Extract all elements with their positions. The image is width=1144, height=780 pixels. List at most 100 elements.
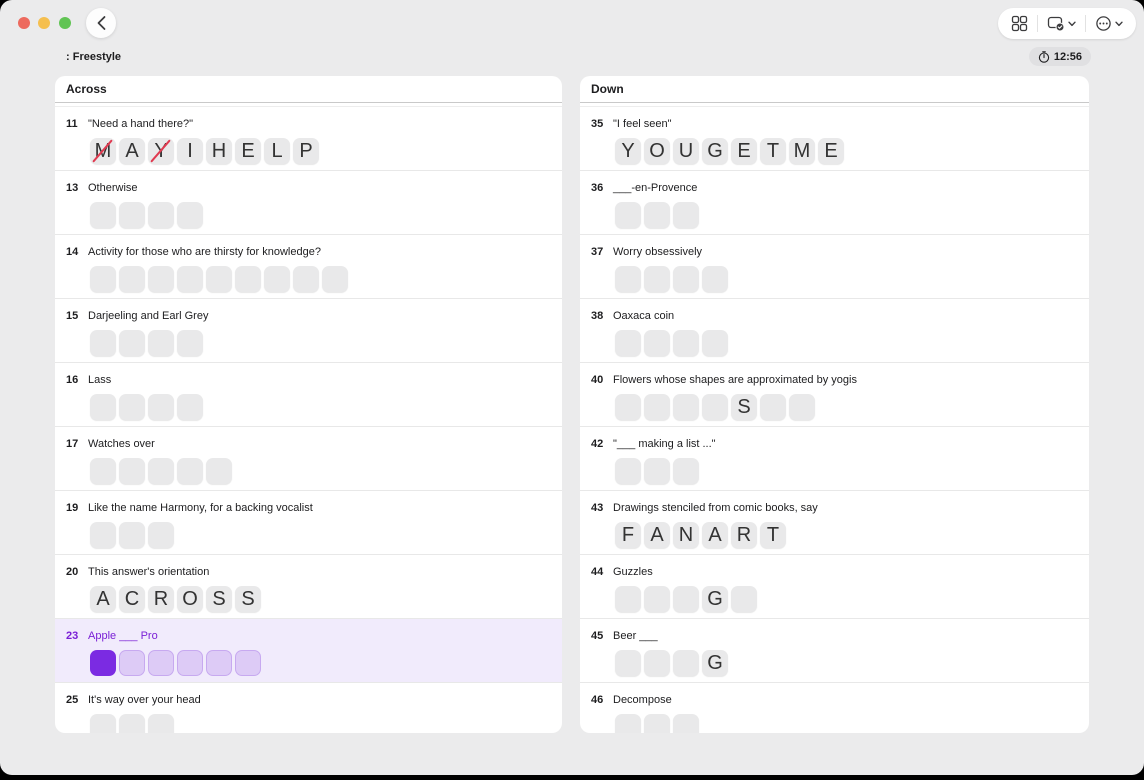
answer-cell[interactable] [264,266,290,292]
clue-row[interactable]: 14 Activity for those who are thirsty for… [55,235,562,299]
answer-cell[interactable] [90,650,116,676]
answer-cell[interactable]: E [235,138,261,164]
answer-cell[interactable] [644,330,670,356]
answer-cell[interactable] [148,330,174,356]
back-button[interactable] [86,8,116,38]
clue-row[interactable]: 42 "___ making a list ..." [580,427,1089,491]
answer-cell[interactable]: G [702,138,728,164]
answer-cell[interactable] [615,458,641,484]
answer-cell[interactable] [615,202,641,228]
answer-cell[interactable]: F [615,522,641,548]
answer-cell[interactable] [615,394,641,420]
clue-row[interactable]: 44 Guzzles G [580,555,1089,619]
answer-cell[interactable] [673,266,699,292]
answer-cell[interactable]: Y [615,138,641,164]
answer-cell[interactable] [90,202,116,228]
answer-cell[interactable]: M [789,138,815,164]
answer-cell[interactable]: U [673,138,699,164]
answer-cell[interactable] [177,650,203,676]
answer-cell[interactable] [615,586,641,612]
answer-cell[interactable] [644,394,670,420]
answer-cell[interactable]: A [90,586,116,612]
answer-cell[interactable]: H [206,138,232,164]
answer-cell[interactable]: S [235,586,261,612]
clue-row[interactable]: 45 Beer ___ G [580,619,1089,683]
clue-row[interactable]: 43 Drawings stenciled from comic books, s… [580,491,1089,555]
answer-cell[interactable]: E [731,138,757,164]
answer-cell[interactable] [148,650,174,676]
clue-row[interactable]: 20 This answer's orientation A C R O S S [55,555,562,619]
answer-cell[interactable] [177,458,203,484]
answer-cell[interactable] [90,522,116,548]
answer-cell[interactable]: O [177,586,203,612]
answer-cell[interactable] [673,202,699,228]
answer-cell[interactable] [644,714,670,733]
answer-cell[interactable]: G [702,650,728,676]
answer-cell[interactable] [673,714,699,733]
answer-cell[interactable]: E [818,138,844,164]
answer-cell[interactable]: A [702,522,728,548]
answer-cell[interactable] [90,266,116,292]
answer-cell[interactable]: S [731,394,757,420]
answer-cell[interactable]: A [119,138,145,164]
answer-cell[interactable] [644,586,670,612]
answer-cell[interactable] [673,458,699,484]
answer-cell[interactable]: M [90,138,116,164]
answer-cell[interactable] [615,714,641,733]
answer-cell[interactable]: P [293,138,319,164]
answer-cell[interactable] [177,202,203,228]
clue-row[interactable]: 11 "Need a hand there?" M A Y I H E L P [55,107,562,171]
answer-cell[interactable] [615,266,641,292]
answer-cell[interactable]: R [731,522,757,548]
clue-row[interactable]: 38 Oaxaca coin [580,299,1089,363]
answer-cell[interactable] [119,330,145,356]
answer-cell[interactable] [206,266,232,292]
answer-cell[interactable] [615,650,641,676]
answer-cell[interactable] [673,330,699,356]
answer-cell[interactable] [119,266,145,292]
clue-row[interactable]: 35 "I feel seen" Y O U G E T M E [580,107,1089,171]
answer-cell[interactable]: T [760,522,786,548]
answer-cell[interactable] [702,394,728,420]
minimize-window-button[interactable] [38,17,50,29]
answer-cell[interactable] [148,202,174,228]
answer-cell[interactable] [206,650,232,676]
answer-cell[interactable]: O [644,138,670,164]
answer-cell[interactable] [644,202,670,228]
answer-cell[interactable] [90,458,116,484]
answer-cell[interactable] [119,650,145,676]
timer-pill[interactable]: 12:56 [1028,47,1091,66]
answer-cell[interactable] [293,266,319,292]
answer-cell[interactable] [119,394,145,420]
answer-cell[interactable] [235,266,261,292]
display-options-button[interactable] [1038,8,1085,39]
answer-cell[interactable] [322,266,348,292]
clue-row[interactable]: 13 Otherwise [55,171,562,235]
answer-cell[interactable] [119,202,145,228]
clue-row[interactable]: 37 Worry obsessively [580,235,1089,299]
answer-cell[interactable]: I [177,138,203,164]
answer-cell[interactable] [177,330,203,356]
answer-cell[interactable]: C [119,586,145,612]
zoom-window-button[interactable] [59,17,71,29]
answer-cell[interactable] [148,522,174,548]
answer-cell[interactable] [789,394,815,420]
answer-cell[interactable]: N [673,522,699,548]
answer-cell[interactable]: G [702,586,728,612]
answer-cell[interactable] [148,458,174,484]
grid-view-button[interactable] [1002,8,1037,39]
answer-cell[interactable] [148,266,174,292]
answer-cell[interactable] [177,394,203,420]
clue-row[interactable]: 40 Flowers whose shapes are approximated … [580,363,1089,427]
clue-row[interactable]: 17 Watches over [55,427,562,491]
answer-cell[interactable] [673,650,699,676]
answer-cell[interactable] [119,522,145,548]
answer-cell[interactable]: A [644,522,670,548]
answer-cell[interactable] [90,330,116,356]
clue-row[interactable]: 16 Lass [55,363,562,427]
answer-cell[interactable] [177,266,203,292]
answer-cell[interactable]: S [206,586,232,612]
clue-row[interactable]: 19 Like the name Harmony, for a backing v… [55,491,562,555]
clue-row[interactable]: 25 It's way over your head [55,683,562,733]
answer-cell[interactable] [235,650,261,676]
